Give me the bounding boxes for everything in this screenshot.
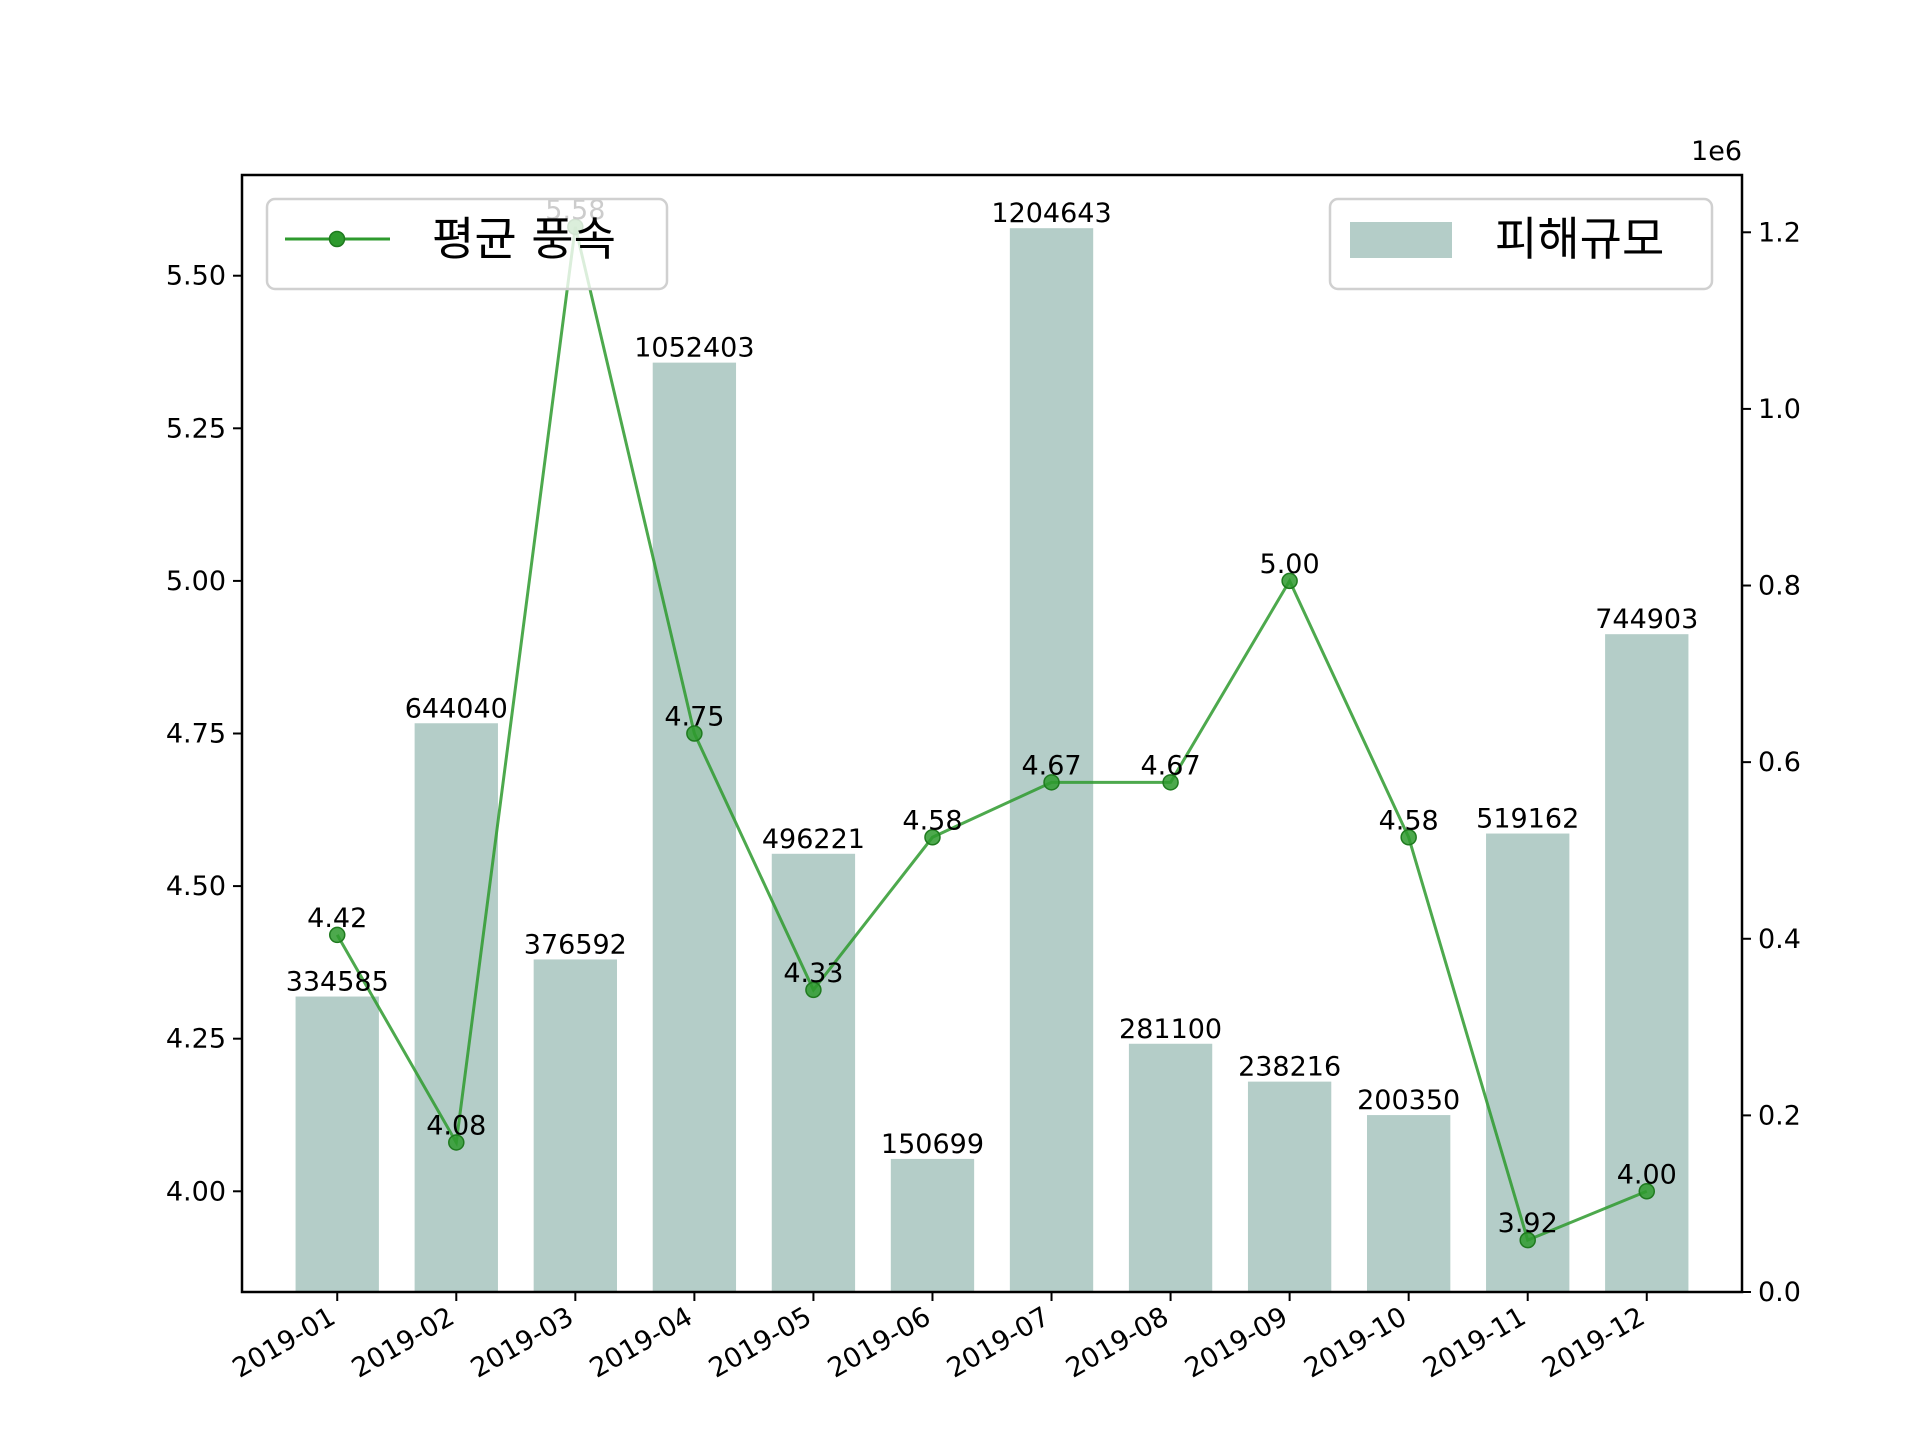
left-tick-label: 4.25 [166, 1024, 226, 1055]
bar-2019-09 [1247, 1081, 1332, 1292]
legend-label: 피해규모 [1495, 212, 1664, 266]
right-tick-label: 1.2 [1758, 217, 1801, 248]
point-value-label: 4.67 [1021, 750, 1081, 781]
legend-marker [328, 230, 346, 248]
left-tick-label: 4.75 [166, 719, 226, 750]
point-value-label: 4.33 [783, 958, 843, 989]
point-value-label: 4.67 [1141, 750, 1201, 781]
x-tick-label: 2019-04 [585, 1301, 698, 1384]
x-tick-label: 2019-11 [1418, 1301, 1531, 1384]
point-value-label: 5.00 [1260, 549, 1320, 580]
point-value-label: 4.00 [1617, 1159, 1677, 1190]
point-2019-07 [1043, 774, 1060, 791]
left-tick-label: 5.50 [166, 261, 226, 292]
point-2019-06 [924, 829, 941, 846]
right-tick-label: 0.8 [1758, 571, 1801, 602]
legend-bar-swatch [1350, 222, 1452, 258]
point-2019-09 [1281, 572, 1298, 590]
x-tick-label: 2019-09 [1180, 1301, 1293, 1384]
bar-value-label: 644040 [405, 693, 508, 724]
x-tick-label: 2019-12 [1537, 1301, 1650, 1384]
bar-value-label: 281100 [1119, 1014, 1222, 1045]
bar-2019-08 [1128, 1043, 1213, 1292]
bar-value-label: 519162 [1476, 804, 1579, 835]
x-tick-label: 2019-01 [228, 1301, 341, 1384]
left-tick-label: 4.00 [166, 1176, 226, 1207]
point-2019-04 [686, 725, 703, 742]
point-2019-12 [1638, 1183, 1656, 1200]
bar-2019-06 [890, 1158, 975, 1292]
left-tick-label: 5.00 [166, 566, 226, 597]
bar-2019-02 [414, 723, 498, 1292]
bar-value-label: 200350 [1357, 1085, 1460, 1116]
bar-2019-11 [1486, 833, 1570, 1292]
bar-2019-03 [533, 959, 617, 1292]
bar-2019-05 [771, 853, 856, 1292]
bar-2019-12 [1605, 634, 1689, 1292]
bars-layer [295, 228, 1689, 1293]
legend-label: 평균 풍속 [432, 212, 616, 266]
legend-wind-speed: 평균 풍속 [265, 197, 669, 291]
point-2019-01 [328, 926, 346, 944]
point-value-label: 4.58 [1379, 805, 1439, 836]
wind-speed-line [335, 226, 1648, 1243]
legend-frame [1328, 197, 1714, 291]
bar-value-label: 150699 [881, 1129, 984, 1160]
bar-2019-07 [1009, 228, 1094, 1293]
x-tick-label: 2019-07 [942, 1301, 1055, 1384]
legend-damage: 피해규모 [1328, 197, 1714, 291]
bar-value-label: 744903 [1595, 604, 1698, 635]
right-tick-label: 0.4 [1758, 924, 1801, 955]
right-axis-offset-label: 1e6 [1691, 136, 1742, 167]
x-tick-label: 2019-06 [823, 1301, 936, 1384]
point-2019-05 [805, 981, 822, 999]
bar-value-label: 334585 [286, 967, 389, 998]
right-tick-label: 0.0 [1758, 1277, 1801, 1308]
point-value-label: 4.58 [902, 805, 962, 836]
left-tick-label: 5.25 [166, 413, 226, 444]
bar-2019-01 [295, 996, 379, 1292]
x-tick-label: 2019-03 [466, 1301, 579, 1384]
point-2019-02 [448, 1134, 465, 1151]
labels-layer: 334585 644040 376592 1052403 496221 150699 120… [286, 195, 1699, 1239]
point-2019-11 [1519, 1231, 1536, 1249]
right-tick-label: 0.2 [1758, 1100, 1801, 1131]
bar-value-label: 496221 [762, 824, 865, 855]
legend-frame [265, 197, 669, 291]
x-tick-label: 2019-10 [1299, 1301, 1412, 1384]
point-2019-08 [1162, 774, 1179, 791]
point-value-label: 4.42 [307, 903, 367, 934]
point-2019-10 [1400, 829, 1417, 846]
bar-value-label: 1052403 [634, 333, 754, 364]
bar-2019-04 [652, 362, 737, 1292]
bar-value-label: 1204643 [991, 198, 1111, 229]
x-tick-label: 2019-02 [347, 1301, 460, 1384]
x-tick-label: 2019-05 [704, 1301, 817, 1384]
bar-2019-10 [1367, 1115, 1451, 1292]
point-value-label: 3.92 [1498, 1208, 1558, 1239]
left-tick-label: 4.50 [166, 871, 226, 902]
x-tick-label: 2019-08 [1061, 1301, 1174, 1384]
bar-value-label: 376592 [524, 929, 627, 960]
right-tick-label: 1.0 [1758, 394, 1801, 425]
right-tick-label: 0.6 [1758, 747, 1801, 778]
bar-value-label: 238216 [1238, 1052, 1341, 1083]
point-value-label: 4.75 [664, 702, 724, 733]
point-value-label: 4.08 [426, 1110, 486, 1141]
line-layer [328, 218, 1656, 1249]
